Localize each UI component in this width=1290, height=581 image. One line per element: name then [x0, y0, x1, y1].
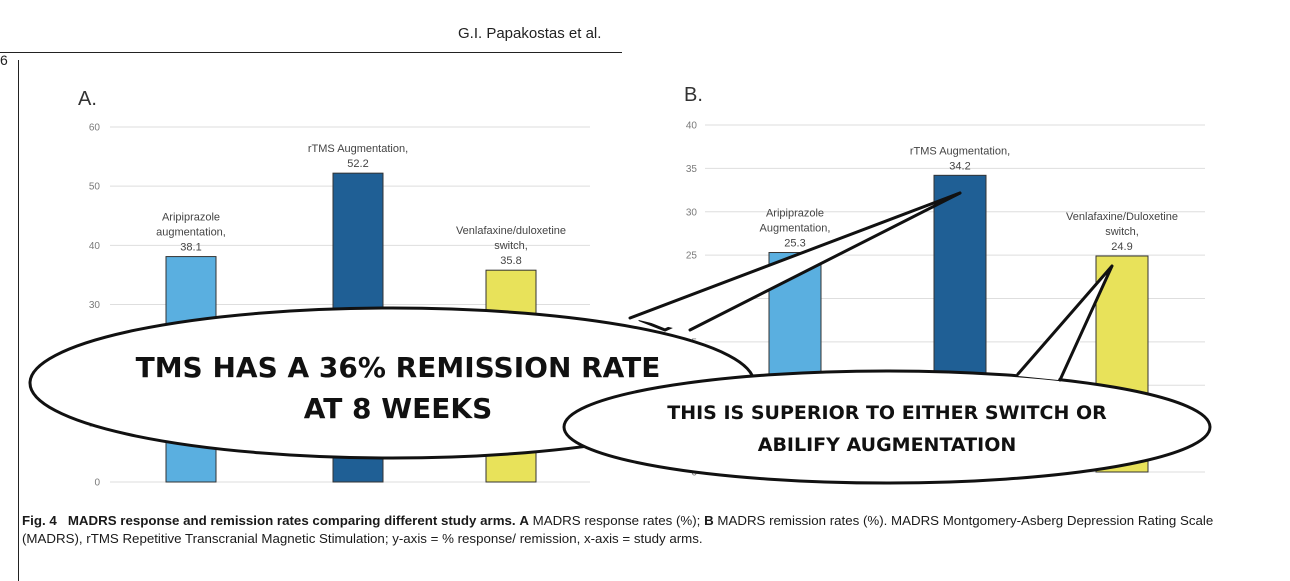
bubble-2-line-2: Abilify augmentation — [758, 434, 1017, 456]
caption-a-text: MADRS response rates (%); — [532, 513, 701, 528]
bar-data-label: 35.8 — [500, 255, 521, 267]
panel-a-label: A. — [78, 88, 97, 110]
page-number: 6 — [0, 52, 8, 68]
y-tick-label: 0 — [94, 478, 100, 489]
figure-caption: Fig. 4 MADRS response and remission rate… — [22, 512, 1277, 547]
y-tick-label: 40 — [686, 121, 698, 132]
y-tick-label: 60 — [89, 123, 101, 134]
bar-data-label: Venlafaxine/Duloxetine — [1066, 211, 1178, 223]
caption-a-label: A — [519, 513, 529, 528]
caption-b-text: MADRS remission rates (%). MADRS Montgom… — [22, 513, 1214, 546]
bubble-1-line-1: TMS has a 36% remission rate — [136, 351, 661, 384]
bar-data-label: rTMS Augmentation, — [910, 145, 1010, 157]
bar-data-label: Venlafaxine/duloxetine — [456, 225, 566, 237]
bubble-1-line-2: at 8 weeks — [304, 392, 493, 425]
page-left-border — [18, 60, 19, 581]
y-tick-label: 50 — [89, 182, 101, 193]
bar-data-label: Aripiprazole — [766, 208, 824, 220]
y-tick-label: 30 — [686, 207, 698, 218]
y-tick-label: 40 — [89, 241, 101, 252]
bubble-2-tail-outline — [1016, 264, 1114, 382]
y-tick-label: 25 — [686, 251, 698, 262]
bubble-1-tail-outline — [628, 191, 962, 332]
header-rule — [0, 52, 622, 53]
bar-data-label: augmentation, — [156, 227, 226, 239]
bar-data-label: 25.3 — [784, 238, 805, 250]
y-tick-label: 35 — [686, 164, 698, 175]
bar-data-label: 52.2 — [347, 158, 368, 170]
caption-b-label: B — [704, 513, 714, 528]
bar-data-label: 38.1 — [180, 242, 201, 254]
bar-data-label: 34.2 — [949, 160, 970, 172]
bar-data-label: Aripiprazole — [162, 212, 220, 224]
bar-data-label: Augmentation, — [760, 223, 831, 235]
bubble-2 — [562, 369, 1212, 485]
bar-data-label: rTMS Augmentation, — [308, 143, 408, 155]
caption-fig-label: Fig. 4 — [22, 513, 57, 528]
panel-b-label: B. — [684, 84, 703, 106]
bubble-1-tail-fill — [630, 193, 960, 332]
bar-data-label: switch, — [494, 240, 528, 252]
y-tick-label: 30 — [89, 300, 101, 311]
bubble-2-line-1: This is superior to either switch or — [667, 402, 1107, 424]
caption-title: MADRS response and remission rates compa… — [67, 513, 516, 528]
running-head: G.I. Papakostas et al. — [458, 25, 602, 42]
bar-data-label: switch, — [1105, 226, 1139, 238]
bar-data-label: 24.9 — [1111, 241, 1132, 253]
